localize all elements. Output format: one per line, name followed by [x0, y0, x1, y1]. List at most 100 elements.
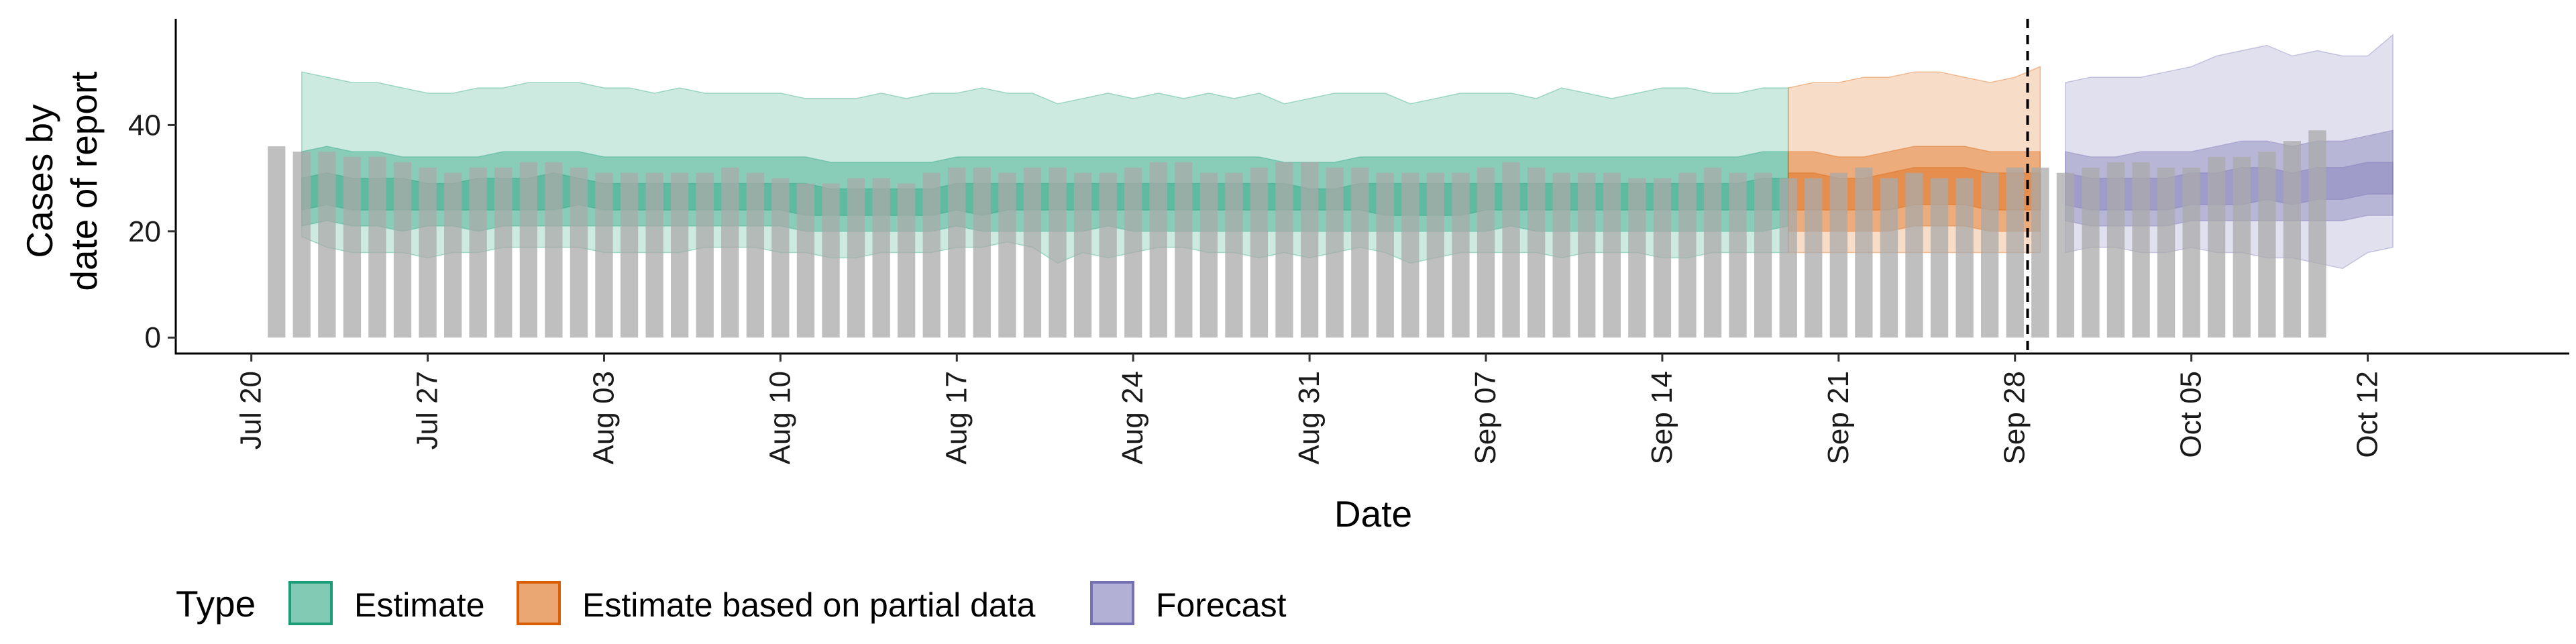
- observed-bar: [1855, 167, 1873, 338]
- observed-bar: [2031, 167, 2049, 338]
- observed-bar: [620, 172, 639, 338]
- observed-bar: [1250, 167, 1269, 338]
- observed-bar: [494, 167, 513, 338]
- observed-bar: [796, 183, 815, 338]
- x-tick-label: Aug 03: [588, 371, 621, 464]
- observed-bar: [922, 172, 941, 338]
- observed-bar: [1275, 162, 1293, 338]
- legend-key: [1090, 581, 1134, 625]
- observed-bar: [2106, 162, 2125, 338]
- observed-bar: [771, 178, 790, 338]
- observed-bar: [696, 172, 714, 338]
- observed-bar: [898, 183, 916, 338]
- observed-bar: [469, 167, 487, 338]
- observed-bar: [746, 172, 764, 338]
- observed-bar: [1401, 172, 1419, 338]
- observed-bar: [1502, 162, 1520, 338]
- y-axis-title-line-2: date of report: [63, 71, 105, 290]
- observed-bar: [2208, 156, 2226, 338]
- observed-bar: [2283, 141, 2301, 338]
- observed-bar: [444, 172, 462, 338]
- x-tick-label: Sep 21: [1822, 371, 1855, 464]
- observed-bar: [368, 156, 386, 338]
- observed-bar: [2258, 152, 2276, 338]
- observed-bar: [419, 167, 437, 338]
- y-axis-title: Cases by date of report: [19, 71, 105, 290]
- observed-bar: [1099, 172, 1117, 338]
- x-tick-label: Jul 27: [411, 371, 444, 449]
- y-tick-label: 20: [128, 215, 161, 248]
- observed-bar: [998, 172, 1016, 338]
- observed-bar: [1880, 178, 1898, 338]
- observed-bar: [2082, 167, 2100, 338]
- legend-label: Estimate based on partial data: [582, 586, 1036, 624]
- observed-bar: [393, 162, 412, 338]
- observed-bar: [1124, 167, 1142, 338]
- observed-bar: [1955, 178, 1974, 338]
- observed-bar: [1603, 172, 1621, 338]
- x-axis-title: Date: [1334, 493, 1412, 535]
- observed-bar: [822, 183, 840, 338]
- observed-bar: [1703, 167, 1722, 338]
- observed-bar: [318, 152, 336, 338]
- observed-bar: [570, 167, 588, 338]
- observed-bar: [343, 156, 362, 338]
- observed-bar: [2157, 167, 2176, 338]
- x-tick-label: Oct 05: [2175, 371, 2208, 458]
- observed-bar: [1301, 162, 1319, 338]
- observed-bar: [1729, 172, 1747, 338]
- observed-bar: [1452, 172, 1470, 338]
- x-tick-label: Aug 17: [940, 371, 973, 464]
- observed-bar: [1175, 162, 1193, 338]
- x-tick-label: Aug 24: [1116, 371, 1149, 464]
- y-tick-label: 0: [145, 321, 161, 354]
- observed-bar: [2182, 167, 2200, 338]
- observed-bar: [1225, 172, 1243, 338]
- observed-bar: [1477, 167, 1495, 338]
- y-axis-title-line-1: Cases by: [19, 104, 60, 258]
- observed-bar: [1578, 172, 1596, 338]
- observed-bar: [1049, 167, 1067, 338]
- legend-label: Forecast: [1156, 586, 1287, 624]
- x-tick-label: Sep 14: [1646, 371, 1678, 464]
- observed-bar: [2132, 162, 2150, 338]
- observed-bar: [721, 167, 739, 338]
- observed-bar: [872, 178, 890, 338]
- observed-bar: [1426, 172, 1444, 338]
- observed-bar: [595, 172, 613, 338]
- observed-bar: [671, 172, 689, 338]
- observed-bar: [292, 152, 311, 338]
- observed-bar: [1527, 167, 1546, 338]
- observed-bar: [1779, 178, 1797, 338]
- legend-key: [517, 581, 561, 625]
- observed-bar: [519, 162, 537, 338]
- observed-bar: [268, 146, 286, 338]
- x-tick-label: Sep 07: [1469, 371, 1502, 464]
- observed-bar: [1149, 162, 1167, 338]
- x-tick-label: Oct 12: [2351, 371, 2384, 458]
- observed-bar: [1351, 167, 1369, 338]
- observed-bar: [645, 172, 663, 338]
- observed-bar: [1653, 178, 1672, 338]
- observed-bar: [2006, 167, 2024, 338]
- axes: 0 20 40 Jul 20 Jul 27 Aug 03 Aug 10 Aug 17 Aug 2…: [128, 19, 2569, 464]
- observed-bar: [2233, 156, 2251, 338]
- ribbon-layer: [301, 34, 2394, 270]
- observed-bar: [545, 162, 563, 338]
- observed-bar: [1905, 172, 1923, 338]
- observed-bar: [1678, 172, 1697, 338]
- observed-bar: [1552, 172, 1570, 338]
- observed-bar: [1829, 172, 1847, 338]
- observed-bar: [2308, 130, 2326, 338]
- legend: Type Estimate Estimate based on partial d…: [176, 581, 1287, 625]
- y-tick-label: 40: [128, 109, 161, 142]
- observed-bars: [268, 130, 2326, 338]
- observed-bar: [948, 167, 966, 338]
- observed-bar: [1754, 172, 1772, 338]
- observed-bar: [973, 167, 991, 338]
- observed-bar: [847, 178, 865, 338]
- observed-bar: [1376, 172, 1394, 338]
- observed-bar: [1199, 172, 1218, 338]
- observed-bar: [1930, 178, 1949, 338]
